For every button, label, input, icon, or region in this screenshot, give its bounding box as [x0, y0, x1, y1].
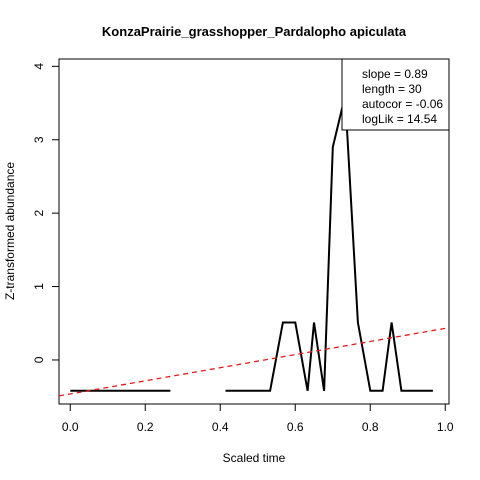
y-tick-label: 1 — [32, 283, 46, 290]
legend-entry: logLik = 14.54 — [362, 112, 437, 126]
y-tick-label: 2 — [32, 209, 46, 216]
x-tick-label: 0.6 — [287, 420, 304, 434]
y-tick-label: 3 — [32, 136, 46, 143]
x-tick-label: 0.8 — [362, 420, 379, 434]
y-axis-label: Z-transformed abundance — [3, 162, 17, 300]
legend-entry: length = 30 — [362, 82, 422, 96]
legend-entry: slope = 0.89 — [362, 67, 428, 81]
chart-title: KonzaPrairie_grasshopper_Pardalopho apic… — [102, 24, 407, 39]
x-tick-label: 1.0 — [437, 420, 454, 434]
x-tick-label: 0.2 — [137, 420, 154, 434]
legend-box — [341, 58, 450, 131]
series-line — [225, 95, 433, 392]
x-tick-label: 0.0 — [62, 420, 79, 434]
y-axis: 0 1 2 3 4 — [32, 63, 60, 363]
x-tick-label: 0.4 — [212, 420, 229, 434]
trend-line — [58, 327, 450, 397]
y-tick-label: 4 — [32, 63, 46, 70]
legend-entry: autocor = -0.06 — [362, 97, 443, 111]
x-axis-label: Scaled time — [223, 451, 286, 465]
y-tick-label: 0 — [32, 356, 46, 363]
x-axis: 0.0 0.2 0.4 0.6 0.8 1.0 — [62, 403, 454, 434]
series-layer — [58, 95, 450, 397]
